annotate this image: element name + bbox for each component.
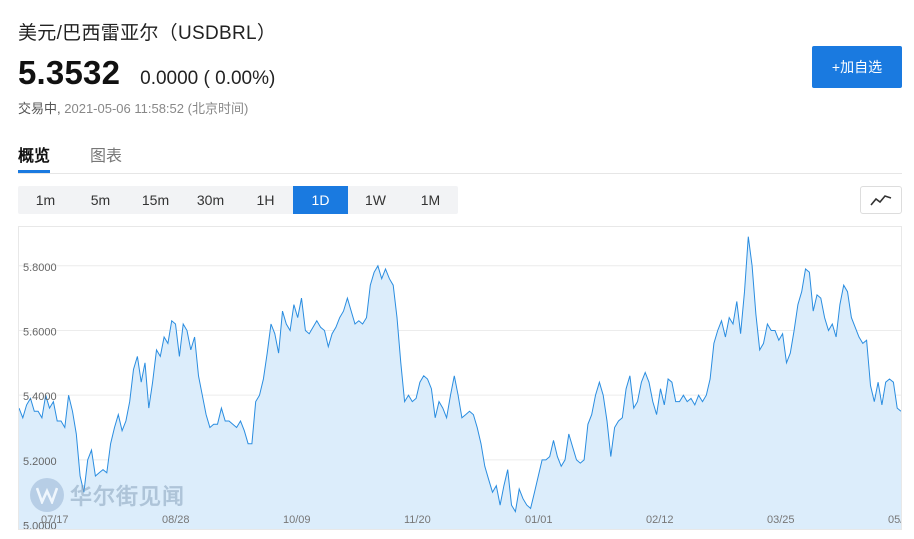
status-label: 交易中, xyxy=(18,101,61,116)
y-tick-label: 5.0000 xyxy=(23,521,57,530)
y-tick-label: 5.2000 xyxy=(23,456,57,468)
y-tick-label: 5.4000 xyxy=(23,391,57,403)
series-area xyxy=(19,236,901,529)
tab-bar: 概览 图表 xyxy=(18,142,902,174)
tab-overview[interactable]: 概览 xyxy=(18,142,51,173)
period-selector: 1m 5m 15m 30m 1H 1D 1W 1M xyxy=(18,186,458,214)
period-1mo[interactable]: 1M xyxy=(420,192,441,208)
x-tick-label: 08/28 xyxy=(162,514,190,526)
x-tick-label: 10/09 xyxy=(283,514,311,526)
trading-status: 交易中, 2021-05-06 11:58:52 (北京时间) xyxy=(18,98,248,117)
line-chart-icon xyxy=(870,195,892,206)
x-tick-label: 07/17 xyxy=(41,514,69,526)
watermark: 华尔街见闻 xyxy=(30,478,185,512)
y-tick-label: 5.8000 xyxy=(23,262,57,274)
x-tick-label: 01/01 xyxy=(525,514,553,526)
period-15m[interactable]: 15m xyxy=(141,192,170,208)
x-tick-label: 03/25 xyxy=(767,514,795,526)
add-watchlist-button[interactable]: +加自选 xyxy=(812,46,902,88)
period-1h[interactable]: 1H xyxy=(256,192,275,208)
period-1d[interactable]: 1D xyxy=(293,186,348,214)
watermark-text: 华尔街见闻 xyxy=(70,484,186,510)
quote-timestamp: 2021-05-06 11:58:52 (北京时间) xyxy=(64,101,249,116)
series-line xyxy=(19,236,901,514)
y-tick-label: 5.6000 xyxy=(23,326,57,338)
period-1w[interactable]: 1W xyxy=(365,192,386,208)
price-row: 5.3532 0.0000 ( 0.00%) xyxy=(18,54,275,92)
price-change: 0.0000 ( 0.00%) xyxy=(140,68,276,89)
price-chart-svg: 5.0000 5.2000 5.4000 5.6000 5.8000 07/17 08/28… xyxy=(19,236,902,530)
chart-type-button[interactable] xyxy=(860,186,902,214)
period-5m[interactable]: 5m xyxy=(90,192,111,208)
x-tick-label: 05/0 xyxy=(888,514,902,526)
price-chart[interactable]: 5.0000 5.2000 5.4000 5.6000 5.8000 07/17 08/28… xyxy=(18,226,902,530)
period-30m[interactable]: 30m xyxy=(196,192,225,208)
x-tick-label: 02/12 xyxy=(646,514,674,526)
instrument-title: 美元/巴西雷亚尔（USDBRL） xyxy=(18,23,277,44)
period-1m[interactable]: 1m xyxy=(35,192,56,208)
tab-chart[interactable]: 图表 xyxy=(90,148,123,165)
last-price: 5.3532 xyxy=(18,54,121,91)
wallstreetcn-logo-icon xyxy=(30,478,64,512)
x-tick-label: 11/20 xyxy=(404,514,431,526)
